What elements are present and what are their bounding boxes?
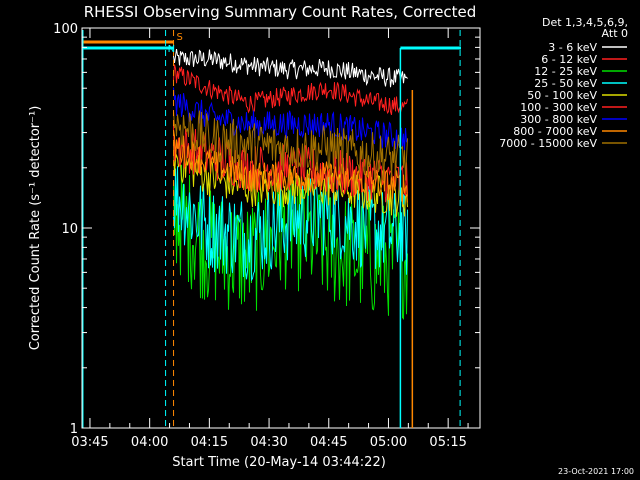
saa-marker-label: S xyxy=(177,32,183,43)
legend-label-5: 100 - 300 keV xyxy=(520,101,597,114)
series-line-6 xyxy=(173,87,408,151)
legend-label-8: 7000 - 15000 keV xyxy=(499,137,597,150)
x-tick-label-0: 03:45 xyxy=(71,435,108,450)
x-tick-label-2: 04:15 xyxy=(191,435,228,450)
y-tick-label-2: 100 xyxy=(53,22,78,37)
x-tick-label-5: 05:00 xyxy=(370,435,407,450)
plot-area xyxy=(81,27,481,429)
x-tick-label-1: 04:00 xyxy=(131,435,168,450)
legend-label-6: 300 - 800 keV xyxy=(520,113,597,126)
y-tick-label-0: 1 xyxy=(70,422,78,437)
legend-label-3: 25 - 50 keV xyxy=(534,77,597,90)
x-axis: 03:45 04:00 04:15 04:30 04:45 05:00 05:15 xyxy=(71,28,469,450)
footer-date: 23-Oct-2021 17:00 xyxy=(558,467,634,476)
series-line-0 xyxy=(173,49,408,88)
x-axis-label: Start Time (20-May-14 03:44:22) xyxy=(172,455,386,470)
series-line-2 xyxy=(173,164,408,320)
series-line-1 xyxy=(173,64,408,115)
chart-title: RHESSI Observing Summary Count Rates, Co… xyxy=(84,3,477,21)
overlays: SN xyxy=(82,30,461,428)
legend-label-0: 3 - 6 keV xyxy=(548,41,597,54)
x-tick-label-6: 05:15 xyxy=(429,435,466,450)
legend-title-line-1: Det 1,3,4,5,6,9, xyxy=(542,16,628,29)
legend-label-7: 800 - 7000 keV xyxy=(513,125,597,138)
y-tick-label-1: 10 xyxy=(61,222,78,237)
series-line-7 xyxy=(173,130,408,203)
legend-label-1: 6 - 12 keV xyxy=(541,53,597,66)
x-tick-label-4: 04:45 xyxy=(310,435,347,450)
legend-label-4: 50 - 100 keV xyxy=(527,89,597,102)
x-tick-label-3: 04:30 xyxy=(250,435,287,450)
series-line-3 xyxy=(173,166,408,282)
y-axis: 1 10 100 xyxy=(53,22,480,437)
legend-label-2: 12 - 25 keV xyxy=(534,65,597,78)
y-axis-label: Corrected Count Rate (s⁻¹ detector⁻¹) xyxy=(28,106,43,351)
legend-title-line-2: Att 0 xyxy=(602,27,628,40)
night-marker-label: N xyxy=(168,44,175,55)
series-line-8 xyxy=(173,110,408,182)
